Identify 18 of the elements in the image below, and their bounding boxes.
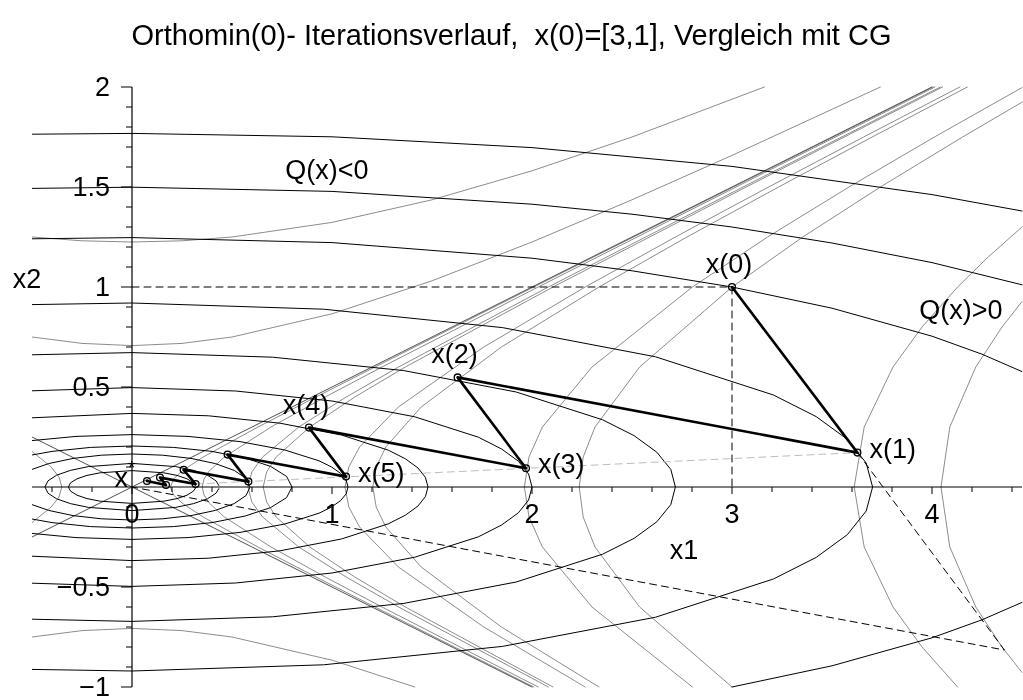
annotation: Q(x)<0 bbox=[285, 155, 369, 185]
y-tick-label: 2 bbox=[94, 72, 110, 102]
x-tick-label: 2 bbox=[524, 499, 540, 529]
annotation: x(1) bbox=[869, 433, 916, 464]
annotation: x(3) bbox=[538, 449, 585, 480]
x-axis-title: x1 bbox=[669, 535, 699, 565]
annotation: Q(x)>0 bbox=[919, 295, 1003, 325]
x-tick-label: 3 bbox=[724, 499, 740, 529]
annotation: x(0) bbox=[705, 249, 753, 279]
chart-title: Orthomin(0)- Iterationsverlauf, x(0)=[3,1], Vergleich mit CG bbox=[131, 19, 892, 51]
annotation: x(5) bbox=[358, 457, 405, 488]
y-tick-label: −1 bbox=[79, 672, 110, 700]
x-tick-label: 4 bbox=[924, 499, 940, 529]
y-tick-label: 1 bbox=[94, 272, 110, 302]
annotation: x(2) bbox=[431, 339, 478, 370]
x-tick-label: 1 bbox=[324, 499, 340, 529]
annotation: x(4) bbox=[282, 389, 330, 420]
y-axis-title: x2 bbox=[12, 264, 42, 294]
